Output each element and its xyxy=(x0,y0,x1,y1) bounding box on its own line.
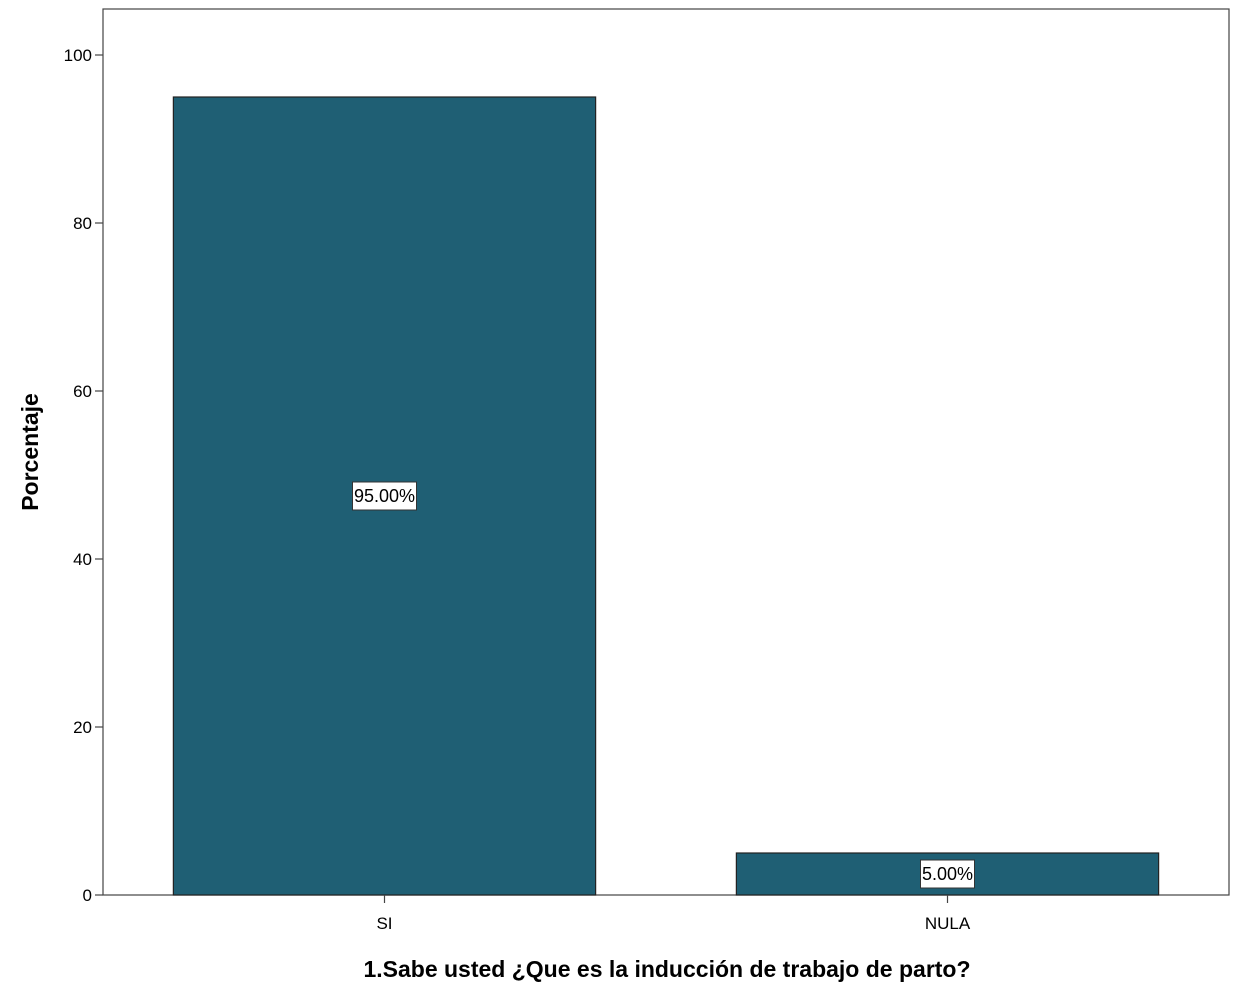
x-axis: SI NULA xyxy=(376,895,971,933)
x-axis-title: 1.Sabe usted ¿Que es la inducción de tra… xyxy=(363,956,970,982)
y-tick-label: 0 xyxy=(83,886,92,905)
y-axis: 0 20 40 60 80 100 xyxy=(64,46,103,905)
x-tick-label: SI xyxy=(376,914,392,933)
y-tick-label: 80 xyxy=(73,214,92,233)
y-tick-label: 60 xyxy=(73,382,92,401)
y-tick-label: 40 xyxy=(73,550,92,569)
bars-group: 95.00% 5.00% xyxy=(172,96,1160,896)
x-tick-label: NULA xyxy=(925,914,971,933)
data-label: 95.00% xyxy=(354,486,415,506)
y-tick-label: 20 xyxy=(73,718,92,737)
y-tick-label: 100 xyxy=(64,46,92,65)
data-label: 5.00% xyxy=(922,864,973,884)
y-axis-title: Porcentaje xyxy=(17,393,43,511)
data-label-box xyxy=(352,481,417,511)
data-label-box xyxy=(920,859,975,889)
